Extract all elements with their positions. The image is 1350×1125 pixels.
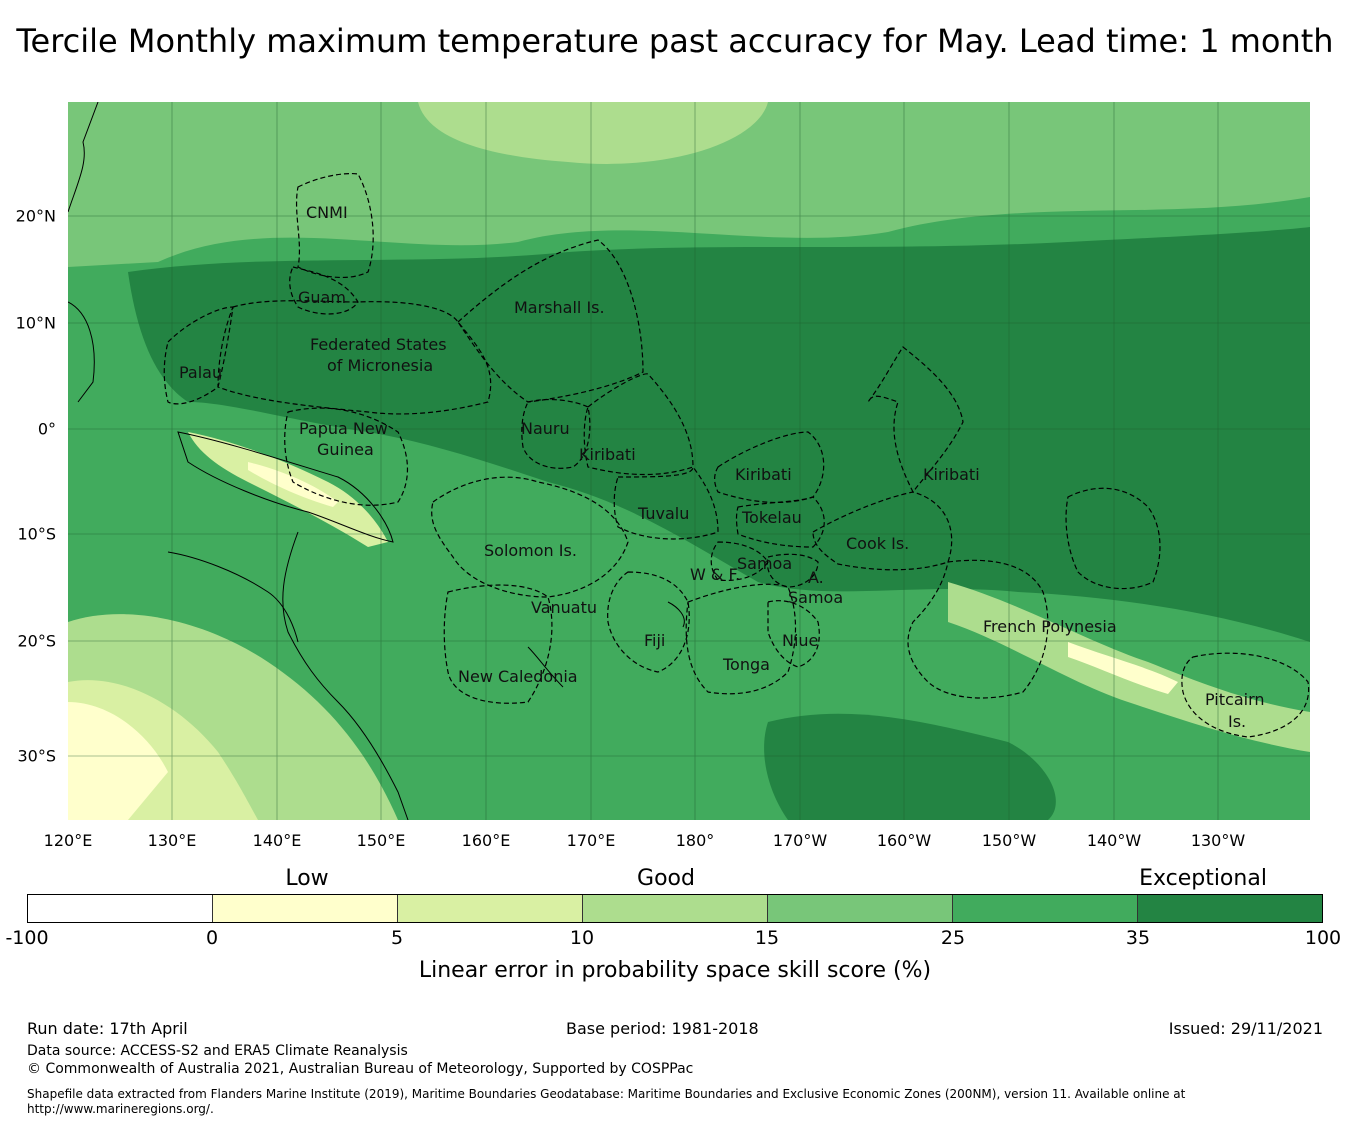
lat-label-20n: 20°N [15, 206, 56, 226]
region-label-french-polynesia: French Polynesia [983, 617, 1117, 636]
region-label-wallis: W & F. [690, 565, 740, 584]
data-source: Data source: ACCESS-S2 and ERA5 Climate … [27, 1043, 408, 1059]
region-label-png-2: Guinea [317, 440, 374, 459]
region-labels: CNMI Guam Marshall Is. Federated States … [179, 203, 1265, 731]
map-zone-australia-lowest [68, 702, 168, 820]
region-label-vanuatu: Vanuatu [531, 598, 597, 617]
map-zone-equatorial [128, 227, 1310, 642]
base-period: Base period: 1981-2018 [566, 1019, 759, 1038]
region-label-fsm-1: Federated States [310, 335, 447, 354]
region-label-pitcairn-2: Is. [1228, 712, 1246, 731]
legend-segment [398, 895, 583, 922]
region-label-fiji: Fiji [644, 631, 665, 650]
map-zone-fp-lowest [1068, 642, 1178, 694]
lon-label-160w: 160°W [876, 831, 932, 850]
map-title: Tercile Monthly maximum temperature past… [16, 22, 1334, 60]
legend-tick: -100 [5, 927, 49, 949]
legend-tick: 100 [1304, 927, 1342, 949]
lon-label-130w: 130°W [1190, 831, 1246, 850]
issued-date: Issued: 29/11/2021 [1168, 1019, 1323, 1038]
legend-colorbar [27, 894, 1323, 923]
legend-category-exceptional: Exceptional [1139, 866, 1267, 891]
region-label-marshall: Marshall Is. [514, 298, 605, 317]
region-label-pitcairn-1: Pitcairn [1205, 690, 1265, 709]
legend-category-low: Low [285, 866, 329, 891]
legend-tick: 25 [940, 927, 966, 949]
skill-score-map[interactable]: CNMI Guam Marshall Is. Federated States … [68, 102, 1310, 820]
lon-label-140w: 140°W [1086, 831, 1142, 850]
region-label-am-samoa-2: Samoa [788, 588, 843, 607]
map-gridlines [68, 102, 1310, 820]
region-label-kiribati-w: Kiribati [579, 445, 636, 464]
region-label-am-samoa-1: A. [808, 568, 824, 587]
region-label-png-1: Papua New [299, 419, 388, 438]
legend-segment [768, 895, 953, 922]
lat-label-30s: 30°S [17, 746, 56, 766]
map-zone-south-dark [764, 713, 1056, 820]
lon-label-180: 180° [675, 831, 715, 850]
legend-tick: 5 [390, 927, 404, 949]
legend-segment [213, 895, 398, 922]
map-zone-north-light [418, 102, 768, 164]
region-label-tuvalu: Tuvalu [637, 504, 689, 523]
map-zone-north [68, 102, 1310, 267]
lat-label-0: 0° [37, 419, 56, 439]
copyright: © Commonwealth of Australia 2021, Austra… [27, 1061, 694, 1077]
lat-label-20s: 20°S [17, 631, 56, 651]
lat-label-10n: 10°N [15, 313, 56, 333]
shapefile-credit: Shapefile data extracted from Flanders M… [27, 1087, 1186, 1116]
legend-title: Linear error in probability space skill … [418, 958, 932, 983]
legend-tick: 10 [569, 927, 595, 949]
region-label-nauru: Nauru [521, 419, 570, 438]
region-label-tonga: Tonga [722, 655, 770, 674]
lon-label-130e: 130°E [147, 831, 197, 850]
region-label-cnmi: CNMI [306, 203, 348, 222]
region-label-samoa: Samoa [737, 554, 792, 573]
region-label-solomon: Solomon Is. [484, 541, 577, 560]
lon-label-120e: 120°E [43, 831, 93, 850]
lon-label-150w: 150°W [981, 831, 1037, 850]
lon-label-140e: 140°E [252, 831, 302, 850]
lon-label-170e: 170°E [566, 831, 616, 850]
region-label-tokelau: Tokelau [741, 508, 802, 527]
region-label-cook: Cook Is. [846, 534, 909, 553]
region-label-new-caledonia: New Caledonia [458, 667, 578, 686]
legend-category-good: Good [637, 866, 695, 891]
lon-label-150e: 150°E [356, 831, 406, 850]
legend-segment [1138, 895, 1322, 922]
legend-segment [28, 895, 213, 922]
lat-label-10s: 10°S [17, 524, 56, 544]
region-label-fsm-2: of Micronesia [327, 356, 433, 375]
map-coastlines [68, 102, 685, 820]
lon-label-170w: 170°W [772, 831, 828, 850]
region-label-kiribati-e: Kiribati [923, 465, 980, 484]
legend-tick: 15 [754, 927, 780, 949]
map-zone-png-lowest [248, 462, 338, 507]
lon-label-160e: 160°E [461, 831, 511, 850]
region-label-kiribati-c: Kiribati [735, 465, 792, 484]
map-eez-boundaries [163, 172, 1310, 738]
region-label-palau: Palau [179, 363, 222, 382]
legend-segment [953, 895, 1138, 922]
run-date: Run date: 17th April [27, 1019, 188, 1038]
region-label-niue: Niue [782, 631, 818, 650]
region-label-guam: Guam [298, 288, 346, 307]
legend-tick: 0 [205, 927, 219, 949]
legend-segment [583, 895, 768, 922]
legend-tick: 35 [1125, 927, 1151, 949]
